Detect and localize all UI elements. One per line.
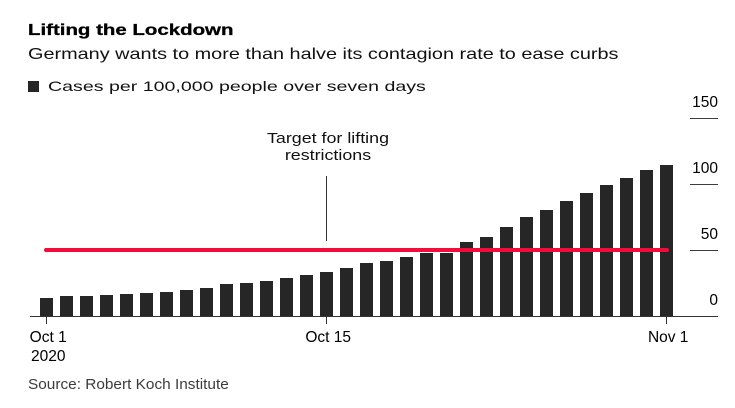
bar: [240, 283, 254, 317]
target-line: [44, 247, 669, 252]
y-axis-label: 0: [709, 292, 718, 309]
annotation-connector-line: [326, 175, 328, 242]
y-axis-tick: [690, 183, 718, 185]
legend-swatch-icon: [28, 81, 39, 92]
y-axis-label: 100: [692, 160, 718, 178]
source-note: Source: Robert Koch Institute: [28, 377, 229, 393]
bar: [40, 298, 54, 317]
bar: [120, 294, 134, 317]
bar: [280, 277, 294, 317]
bar: [460, 242, 474, 317]
x-axis-tick: [326, 316, 328, 325]
bar: [60, 295, 74, 317]
bar: [480, 237, 494, 317]
y-axis-tick: [690, 117, 718, 120]
bar: [140, 292, 154, 317]
y-axis-tick: [690, 249, 718, 251]
chart-title: Lifting the Lockdown: [28, 22, 234, 39]
legend-label: Cases per 100,000 people over seven days: [48, 78, 426, 94]
bar: [440, 252, 454, 317]
chart-subtitle: Germany wants to more than halve its con…: [28, 45, 619, 63]
bar: [560, 201, 574, 317]
x-axis-label: Nov 1: [647, 328, 689, 346]
bar: [260, 281, 274, 317]
bar: [640, 169, 654, 317]
bar: [180, 289, 194, 317]
bar: [220, 284, 234, 317]
bar: [660, 164, 674, 317]
bar: [400, 257, 414, 317]
bar: [620, 178, 634, 317]
bar: [420, 252, 434, 317]
bar: [500, 226, 514, 317]
bar: [300, 275, 314, 317]
x-axis-label: Oct 15: [305, 328, 352, 346]
y-axis-label: 50: [700, 226, 718, 244]
bar: [200, 287, 214, 317]
bar: [540, 209, 554, 317]
bar: [380, 260, 394, 317]
bar: [160, 291, 174, 317]
bar: [80, 296, 94, 317]
y-axis-label: 150: [692, 94, 718, 112]
x-axis-tick: [666, 316, 668, 325]
bar: [580, 192, 594, 317]
bar: [100, 294, 114, 317]
x-axis-label: Oct 1 2020: [29, 328, 67, 366]
x-axis-line: [30, 315, 718, 317]
x-axis-tick: [46, 316, 48, 325]
bar: [320, 271, 334, 317]
bar: [520, 217, 534, 317]
bar: [340, 267, 354, 317]
bar: [360, 262, 374, 317]
annotation-label: Target for lifting restrictions: [267, 129, 390, 165]
